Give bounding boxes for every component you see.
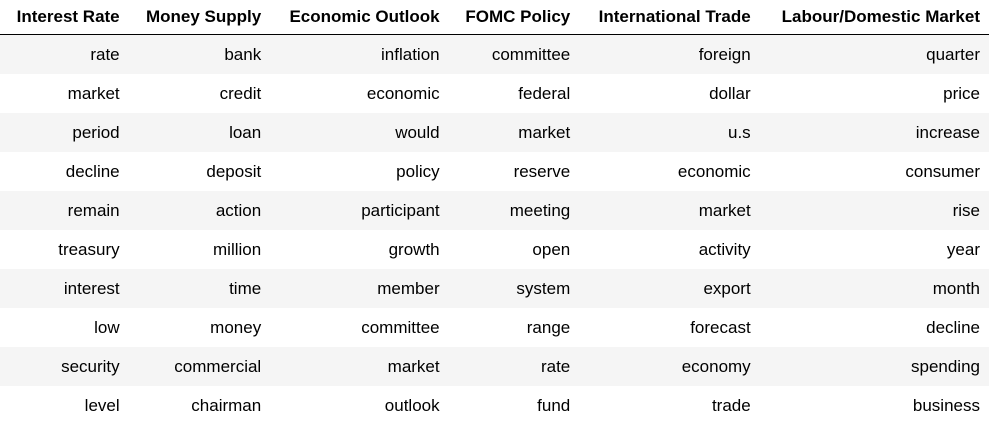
table-cell: interest: [0, 269, 129, 308]
table-row: decline deposit policy reserve economic …: [0, 152, 989, 191]
table-cell: economy: [579, 347, 760, 386]
table-cell: money: [128, 308, 271, 347]
table-row: low money committee range forecast decli…: [0, 308, 989, 347]
table-cell: outlook: [270, 386, 449, 425]
table-row: remain action participant meeting market…: [0, 191, 989, 230]
table-cell: market: [0, 74, 129, 113]
table-row: period loan would market u.s increase: [0, 113, 989, 152]
table-row: security commercial market rate economy …: [0, 347, 989, 386]
column-header-fomc-policy: FOMC Policy: [448, 0, 580, 35]
table-row: rate bank inflation committee foreign qu…: [0, 34, 989, 74]
table-cell: federal: [448, 74, 580, 113]
column-header-economic-outlook: Economic Outlook: [270, 0, 449, 35]
table-cell: trade: [579, 386, 760, 425]
table-cell: would: [270, 113, 449, 152]
table-cell: level: [0, 386, 129, 425]
table-cell: forecast: [579, 308, 760, 347]
table-row: treasury million growth open activity ye…: [0, 230, 989, 269]
column-header-interest-rate: Interest Rate: [0, 0, 129, 35]
table-cell: dollar: [579, 74, 760, 113]
table-cell: committee: [448, 34, 580, 74]
table-cell: export: [579, 269, 760, 308]
table-cell: consumer: [759, 152, 989, 191]
table-cell: inflation: [270, 34, 449, 74]
table-cell: rate: [0, 34, 129, 74]
table-cell: credit: [128, 74, 271, 113]
table-body: rate bank inflation committee foreign qu…: [0, 34, 989, 425]
table-cell: commercial: [128, 347, 271, 386]
table-cell: remain: [0, 191, 129, 230]
table-cell: bank: [128, 34, 271, 74]
table-cell: increase: [759, 113, 989, 152]
table-cell: meeting: [448, 191, 580, 230]
table-cell: action: [128, 191, 271, 230]
table-cell: low: [0, 308, 129, 347]
table-cell: economic: [579, 152, 760, 191]
table-cell: rise: [759, 191, 989, 230]
table-cell: million: [128, 230, 271, 269]
table-cell: rate: [448, 347, 580, 386]
table-header: Interest Rate Money Supply Economic Outl…: [0, 0, 989, 35]
table-cell: economic: [270, 74, 449, 113]
table-cell: treasury: [0, 230, 129, 269]
table-cell: period: [0, 113, 129, 152]
table-cell: deposit: [128, 152, 271, 191]
table-cell: fund: [448, 386, 580, 425]
table-cell: month: [759, 269, 989, 308]
table-cell: security: [0, 347, 129, 386]
column-header-money-supply: Money Supply: [128, 0, 271, 35]
table-cell: reserve: [448, 152, 580, 191]
table-cell: decline: [759, 308, 989, 347]
table-cell: business: [759, 386, 989, 425]
table-cell: decline: [0, 152, 129, 191]
table-cell: committee: [270, 308, 449, 347]
table-cell: chairman: [128, 386, 271, 425]
table-cell: foreign: [579, 34, 760, 74]
table-cell: range: [448, 308, 580, 347]
table-cell: open: [448, 230, 580, 269]
table-cell: price: [759, 74, 989, 113]
table-cell: u.s: [579, 113, 760, 152]
table-cell: growth: [270, 230, 449, 269]
table-row: interest time member system export month: [0, 269, 989, 308]
table-cell: year: [759, 230, 989, 269]
table-cell: policy: [270, 152, 449, 191]
table-cell: participant: [270, 191, 449, 230]
table-cell: member: [270, 269, 449, 308]
table-cell: activity: [579, 230, 760, 269]
table-cell: spending: [759, 347, 989, 386]
table-cell: loan: [128, 113, 271, 152]
table-cell: time: [128, 269, 271, 308]
table-row: level chairman outlook fund trade busine…: [0, 386, 989, 425]
column-header-international-trade: International Trade: [579, 0, 760, 35]
table-cell: market: [579, 191, 760, 230]
header-row: Interest Rate Money Supply Economic Outl…: [0, 0, 989, 35]
table-cell: system: [448, 269, 580, 308]
table-cell: market: [448, 113, 580, 152]
table-row: market credit economic federal dollar pr…: [0, 74, 989, 113]
column-header-labour-domestic-market: Labour/Domestic Market: [759, 0, 989, 35]
table-cell: quarter: [759, 34, 989, 74]
table-cell: market: [270, 347, 449, 386]
